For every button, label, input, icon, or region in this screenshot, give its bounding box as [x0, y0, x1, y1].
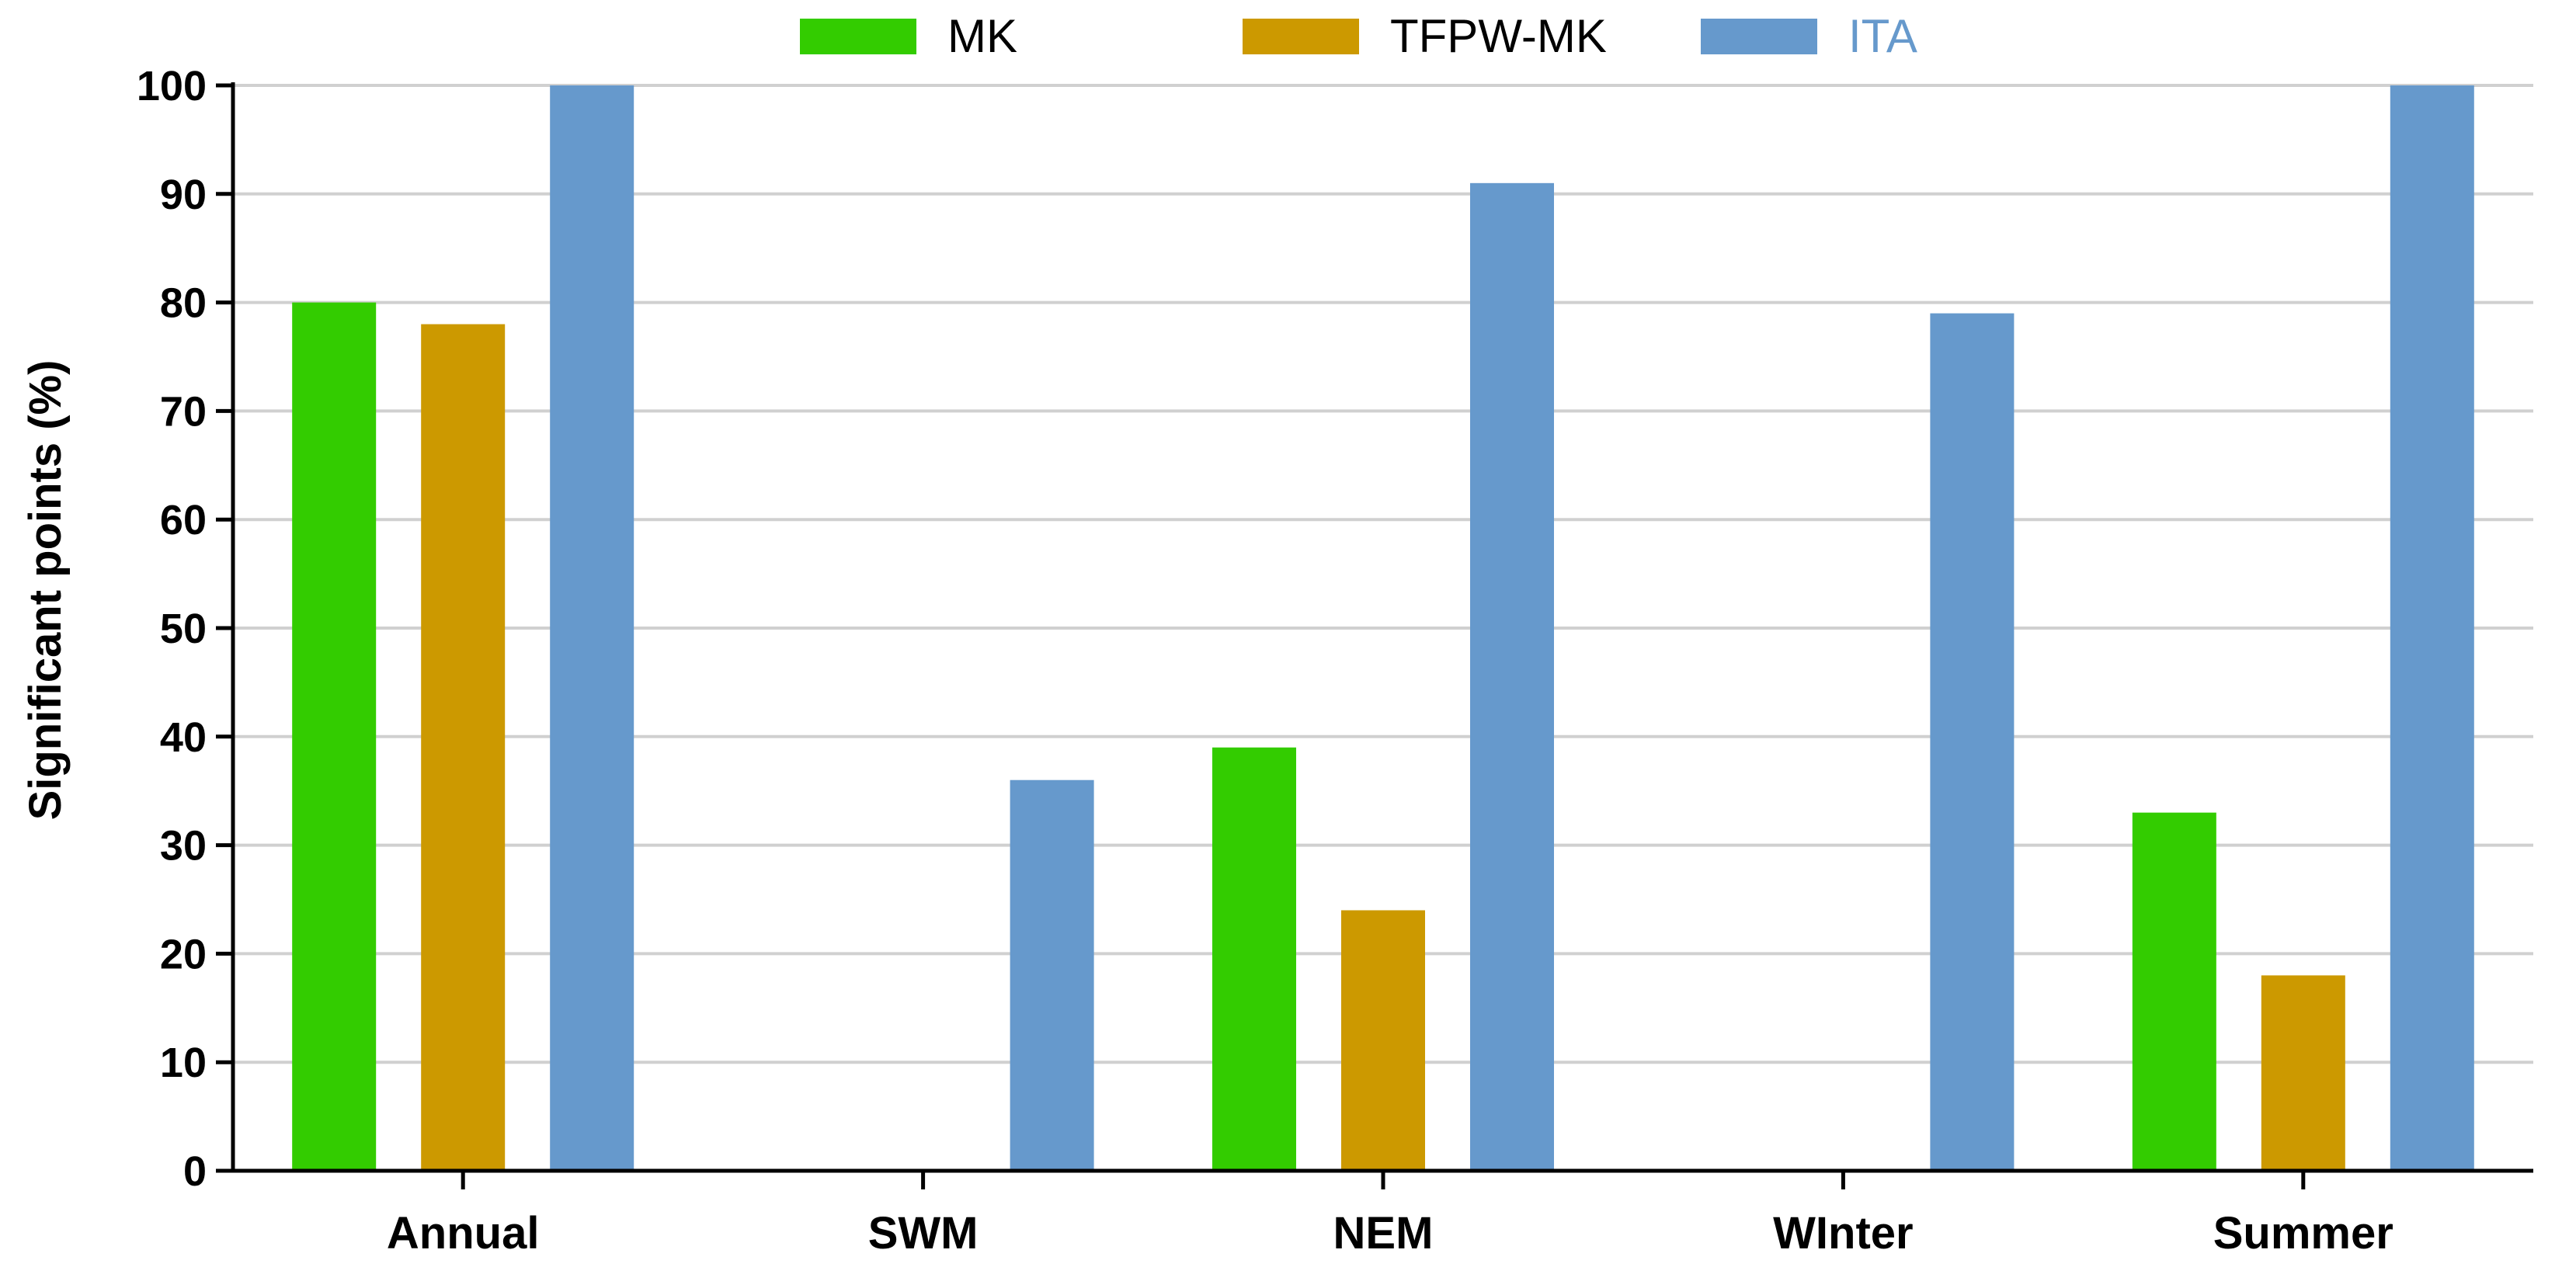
x-tick-label-winter: WInter — [1773, 1208, 1913, 1258]
y-tick-label: 20 — [160, 931, 207, 977]
legend-swatch-mk — [800, 19, 916, 54]
legend-label-tfpw-mk: TFPW-MK — [1390, 10, 1607, 62]
x-tick-label-annual: Annual — [387, 1208, 540, 1258]
y-tick-label: 90 — [160, 172, 207, 218]
y-tick-label: 80 — [160, 280, 207, 327]
bar-ita-winter — [1930, 313, 2015, 1172]
bar-ita-nem — [1470, 182, 1554, 1171]
y-tick-label: 30 — [160, 823, 207, 870]
legend-label-mk: MK — [947, 10, 1017, 62]
x-axis-ticks: Annual SWM NEM WInter Summer — [387, 1171, 2393, 1258]
y-axis-label: Significant points (%) — [20, 360, 71, 821]
bar-mk-nem — [1212, 747, 1296, 1171]
legend: MK TFPW-MK ITA — [800, 10, 1917, 62]
bar-tfpw-mk-annual — [421, 324, 506, 1171]
legend-label-ita: ITA — [1848, 10, 1917, 62]
bar-tfpw-mk-summer — [2261, 975, 2345, 1171]
x-tick-label-summer: Summer — [2213, 1208, 2393, 1258]
bar-ita-summer — [2390, 85, 2474, 1171]
bar-ita-annual — [550, 85, 634, 1171]
y-tick-label: 60 — [160, 497, 207, 543]
y-tick-label: 70 — [160, 388, 207, 435]
bar-mk-annual — [292, 302, 377, 1172]
y-tick-label: 100 — [137, 63, 207, 109]
y-tick-label: 50 — [160, 606, 207, 652]
y-tick-label: 10 — [160, 1040, 207, 1086]
x-tick-label-nem: NEM — [1333, 1208, 1434, 1258]
bar-mk-summer — [2132, 812, 2216, 1171]
y-axis-ticks: 0 10 20 30 40 50 60 70 80 90 100 — [137, 63, 233, 1195]
legend-swatch-tfpw-mk — [1243, 19, 1359, 54]
bars — [292, 85, 2474, 1172]
bar-tfpw-mk-nem — [1341, 910, 1425, 1171]
legend-swatch-ita — [1701, 19, 1817, 54]
bar-ita-swm — [1010, 779, 1094, 1171]
y-tick-label: 40 — [160, 714, 207, 761]
x-tick-label-swm: SWM — [868, 1208, 979, 1258]
y-tick-label: 0 — [183, 1148, 207, 1195]
